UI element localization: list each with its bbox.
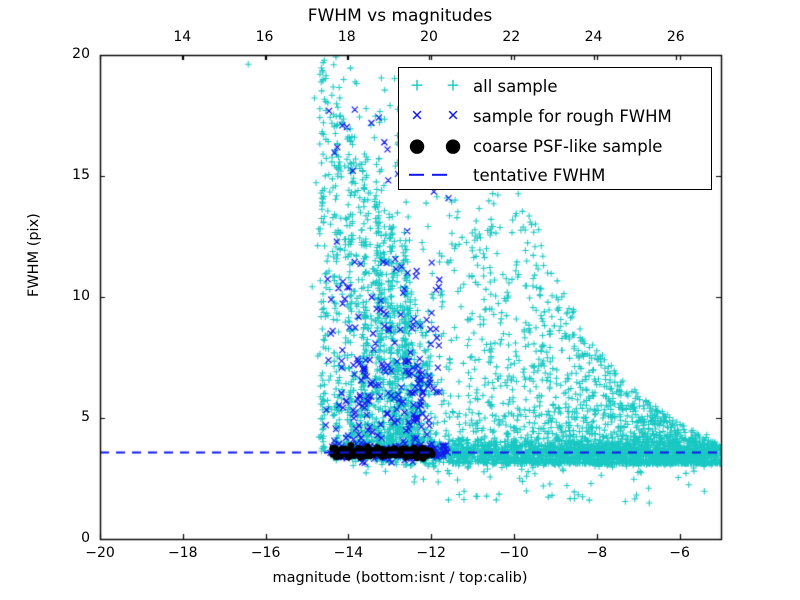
legend-entry-tentative-fwhm: tentative FWHM — [399, 160, 711, 190]
y-tick-label: 5 — [81, 409, 90, 425]
y-tick-label: 20 — [72, 46, 90, 62]
top-tick-label: 20 — [420, 29, 438, 45]
legend-swatch-rough-fwhm: ✕ ✕ — [399, 101, 473, 131]
x-tick-label: −8 — [586, 545, 608, 561]
y-tick-label: 10 — [72, 288, 90, 304]
x-tick-label: −20 — [85, 545, 115, 561]
page-title: FWHM vs magnitudes — [307, 6, 493, 26]
top-tick-label: 16 — [255, 29, 274, 45]
legend-entry-coarse-psf: ● ● coarse PSF-like sample — [399, 131, 711, 161]
cross-marker-icon: ✕ — [410, 106, 424, 125]
cross-marker-icon: ✕ — [446, 106, 460, 125]
y-tick-label: 0 — [81, 530, 90, 546]
x-tick-label: −6 — [669, 545, 690, 561]
legend-swatch-tentative-fwhm — [399, 160, 473, 190]
x-tick-label: −16 — [250, 545, 281, 561]
legend-swatch-coarse-psf: ● ● — [399, 131, 473, 161]
top-tick-label: 22 — [502, 29, 521, 45]
top-tick-label: 24 — [584, 29, 603, 45]
y-tick-label: 15 — [72, 167, 90, 183]
plus-marker-icon: + — [445, 75, 461, 96]
top-tick-label: 26 — [666, 29, 685, 45]
chart-legend: + + all sample ✕ ✕ sample for rough FWHM… — [398, 67, 712, 190]
legend-label-rough-fwhm: sample for rough FWHM — [473, 106, 672, 126]
legend-swatch-all-sample: + + — [399, 71, 473, 101]
legend-label-tentative-fwhm: tentative FWHM — [473, 165, 606, 185]
x-tick-label: −18 — [168, 545, 198, 561]
legend-label-coarse-psf: coarse PSF-like sample — [473, 136, 663, 156]
legend-label-all-sample: all sample — [473, 76, 558, 96]
top-tick-label: 14 — [173, 29, 192, 45]
dot-marker-icon: ● — [408, 134, 426, 157]
dashed-line-icon — [409, 173, 424, 177]
y-axis-label: FWHM (pix) — [26, 213, 42, 297]
legend-entry-rough-fwhm: ✕ ✕ sample for rough FWHM — [399, 101, 711, 131]
plus-marker-icon: + — [409, 75, 425, 96]
x-tick-label: −14 — [333, 545, 364, 561]
dashed-line-icon — [432, 173, 447, 177]
top-tick-label: 18 — [337, 29, 356, 45]
legend-entry-all-sample: + + all sample — [399, 71, 711, 101]
dot-marker-icon: ● — [444, 134, 462, 157]
x-tick-label: −12 — [416, 545, 446, 561]
x-tick-label: −10 — [499, 545, 529, 561]
x-axis-label: magnitude (bottom:isnt / top:calib) — [272, 570, 528, 586]
